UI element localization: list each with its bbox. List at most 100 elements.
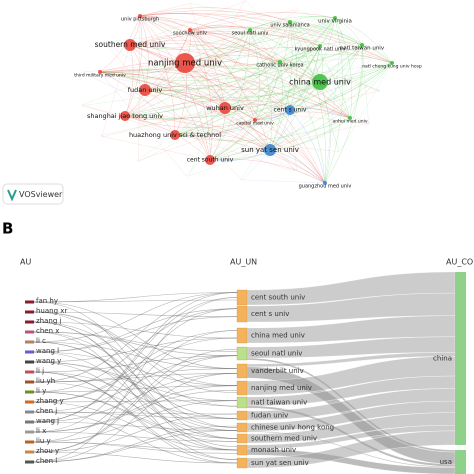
author-label: huang xr [36, 307, 67, 315]
network-node [390, 61, 394, 65]
author-flow [33, 355, 238, 453]
author-label: fan hy [36, 297, 58, 305]
country-label: china [433, 355, 452, 363]
network-edge [209, 158, 326, 184]
network-edge [324, 44, 363, 184]
country-label: usa [440, 458, 452, 466]
network-node [138, 14, 142, 18]
network-edge [174, 17, 336, 136]
network-edge [99, 45, 321, 79]
author-flow [33, 431, 238, 442]
institution-node [236, 444, 248, 456]
network-edge [254, 62, 393, 121]
network-edge [174, 134, 326, 184]
institution-label: seoul natl univ [251, 350, 302, 358]
author-flow [33, 373, 238, 463]
network-edge [144, 81, 321, 100]
network-edge [174, 62, 393, 136]
network-edge [289, 108, 351, 119]
network-edge [129, 44, 326, 184]
panel-label: B [2, 220, 13, 238]
network-edge [241, 45, 321, 180]
author-label: zhang y [36, 397, 64, 405]
network-edge [139, 13, 321, 47]
network-edge [254, 119, 326, 184]
network-edge [224, 21, 291, 109]
network-edge [124, 29, 251, 117]
network-node [288, 20, 292, 24]
network-edge [174, 109, 291, 136]
network-edge [124, 115, 211, 161]
author-flow [33, 330, 238, 403]
institution-node [236, 363, 248, 379]
network-edge [124, 29, 191, 117]
network-edge [82, 72, 291, 111]
network-edge [184, 62, 291, 111]
author-flow [33, 355, 238, 373]
network-edge [334, 17, 363, 46]
network-edge [249, 29, 260, 121]
network-edge [129, 29, 251, 49]
network-edge [189, 29, 281, 63]
network-edge [361, 44, 369, 125]
author-flow [33, 430, 238, 463]
author-flow [33, 413, 238, 453]
network-edge [224, 61, 281, 109]
author-flow [33, 390, 238, 433]
network-edge [209, 117, 351, 161]
network-edge [82, 106, 126, 117]
network-edge [81, 104, 176, 136]
institution-node [236, 396, 248, 409]
node-label: capital med univ [236, 121, 274, 127]
node-label: shanghai jiao tong univ [87, 112, 163, 120]
author-flow [33, 351, 238, 439]
network-edge [124, 115, 271, 151]
author-label: chen l [36, 457, 57, 465]
author-flow [33, 331, 238, 419]
network-edge [99, 71, 226, 109]
network-edge [289, 30, 343, 111]
network-edge [209, 81, 321, 161]
network-edge [139, 15, 281, 63]
node-label: guangzhou med univ [299, 184, 352, 190]
network-edge [279, 61, 326, 184]
network-edge [185, 17, 336, 177]
author-node [25, 330, 34, 334]
network-edge [144, 89, 326, 184]
network-edge [349, 44, 364, 119]
node-label: univ salamanca [270, 23, 309, 29]
network-edge [269, 117, 351, 151]
network-edge [249, 29, 321, 83]
institution-node [236, 457, 248, 469]
network-edge [189, 29, 226, 109]
network-edge [124, 45, 321, 117]
network-nodes: univ pittsburgh soochow univ seoul natl un… [74, 14, 422, 190]
author-node [25, 400, 34, 404]
network-edge [189, 29, 271, 151]
network-edge [124, 15, 143, 117]
author-flow [33, 321, 238, 451]
network-edge [129, 0, 247, 46]
author-flow [33, 411, 238, 419]
institution-label: chinese univ hong kong [251, 424, 334, 432]
author-flow [33, 348, 238, 453]
network-node [175, 53, 195, 73]
institution-node [236, 422, 248, 433]
author-node [25, 370, 34, 374]
network-edge [249, 29, 272, 151]
network-edge [299, 10, 393, 64]
network-edge [289, 16, 336, 23]
author-flow [33, 292, 238, 303]
author-flow [33, 297, 238, 463]
node-label: nanjing med univ [148, 59, 222, 69]
author-label: li c [36, 337, 46, 345]
network-edge [101, 135, 211, 161]
institution-label: vanderbilt univ [251, 367, 304, 375]
network-edge [124, 115, 326, 184]
institution-node [236, 410, 248, 421]
network-edge [174, 133, 271, 151]
network-edge [139, 15, 351, 119]
network-edge [289, 17, 336, 111]
network-node [120, 111, 130, 121]
network-node [323, 181, 327, 185]
